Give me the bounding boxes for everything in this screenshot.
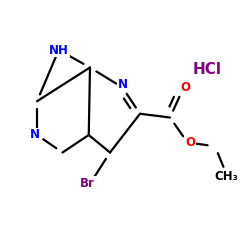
Text: Br: Br xyxy=(80,177,95,190)
Text: N: N xyxy=(118,78,128,92)
Text: O: O xyxy=(180,81,190,94)
Text: HCl: HCl xyxy=(193,62,222,78)
Text: N: N xyxy=(30,128,40,141)
Text: O: O xyxy=(185,136,195,149)
Text: NH: NH xyxy=(49,44,69,57)
Text: CH₃: CH₃ xyxy=(214,170,238,183)
